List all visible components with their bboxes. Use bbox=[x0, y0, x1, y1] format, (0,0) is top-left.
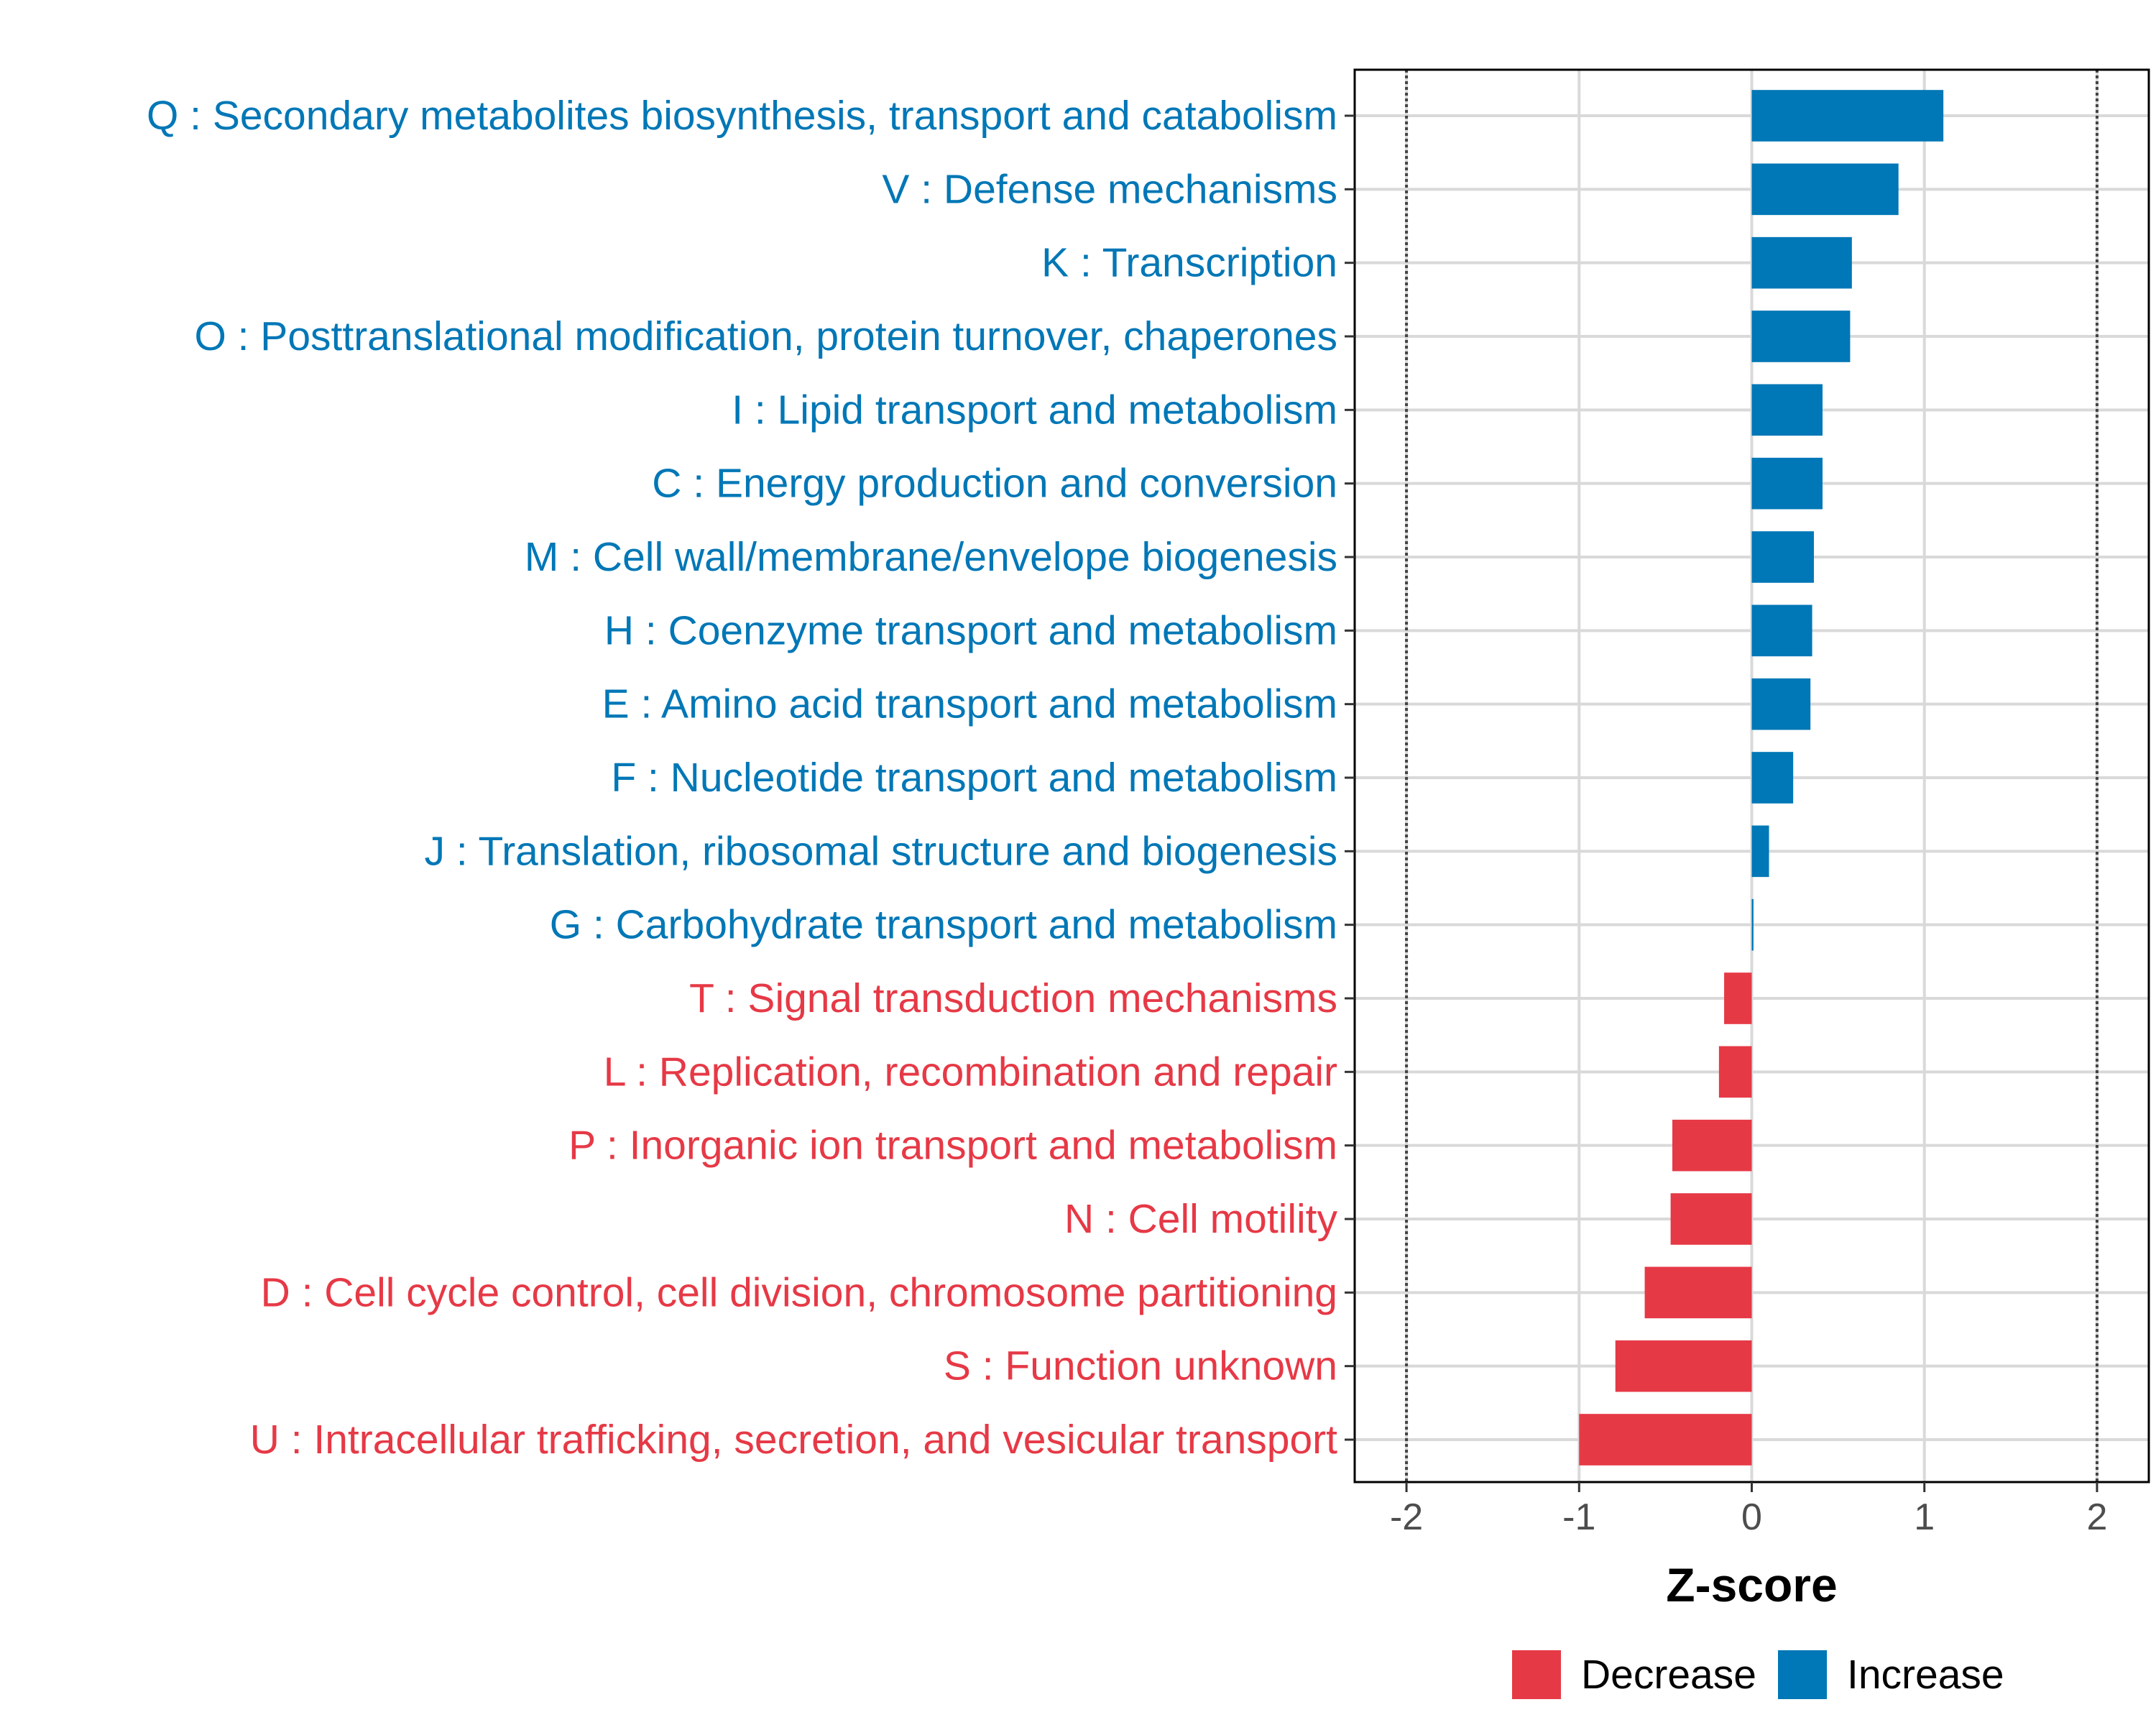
legend-swatch-increase bbox=[1778, 1650, 1827, 1699]
bar bbox=[1751, 310, 1851, 362]
category-label: D : Cell cycle control, cell division, c… bbox=[261, 1269, 1337, 1315]
bar bbox=[1579, 1414, 1752, 1466]
bar bbox=[1670, 1193, 1752, 1245]
legend: Decrease Increase bbox=[1512, 1650, 2004, 1699]
legend-label-increase: Increase bbox=[1847, 1652, 2004, 1698]
x-axis-ticks: -2 -1 0 1 2 bbox=[1390, 1482, 2107, 1538]
category-label: O : Posttranslational modification, prot… bbox=[194, 313, 1337, 359]
x-tick-label: -1 bbox=[1562, 1496, 1595, 1538]
category-label: L : Replication, recombination and repai… bbox=[604, 1049, 1337, 1095]
bar bbox=[1644, 1266, 1752, 1319]
bar bbox=[1751, 163, 1899, 216]
category-label: V : Defense mechanisms bbox=[882, 166, 1337, 212]
category-label: F : Nucleotide transport and metabolism bbox=[611, 755, 1337, 801]
x-tick-label: 1 bbox=[1914, 1496, 1935, 1538]
bar bbox=[1672, 1119, 1752, 1172]
x-axis-title: Z-score bbox=[1666, 1558, 1837, 1611]
bar bbox=[1751, 898, 1754, 951]
bar bbox=[1751, 752, 1794, 804]
bar bbox=[1751, 236, 1852, 289]
category-label: U : Intracellular trafficking, secretion… bbox=[250, 1417, 1337, 1463]
category-labels: Q : Secondary metabolites biosynthesis, … bbox=[147, 93, 1338, 1463]
bar bbox=[1718, 1046, 1752, 1098]
category-label: G : Carbohydrate transport and metabolis… bbox=[550, 902, 1337, 948]
category-label: Q : Secondary metabolites biosynthesis, … bbox=[147, 93, 1337, 139]
category-label: P : Inorganic ion transport and metaboli… bbox=[568, 1123, 1337, 1169]
legend-swatch-decrease bbox=[1512, 1650, 1561, 1699]
category-label: N : Cell motility bbox=[1064, 1196, 1338, 1242]
bar bbox=[1751, 457, 1823, 510]
y-axis-ticks bbox=[1345, 114, 1355, 1441]
category-label: K : Transcription bbox=[1041, 240, 1337, 286]
bar bbox=[1751, 384, 1823, 436]
category-label: H : Coenzyme transport and metabolism bbox=[604, 607, 1337, 653]
bar bbox=[1751, 678, 1811, 730]
category-label: M : Cell wall/membrane/envelope biogenes… bbox=[525, 534, 1337, 580]
bar bbox=[1724, 972, 1752, 1024]
category-label: I : Lipid transport and metabolism bbox=[732, 387, 1337, 433]
x-tick-label: -2 bbox=[1390, 1496, 1423, 1538]
x-tick-label: 0 bbox=[1741, 1496, 1762, 1538]
legend-label-decrease: Decrease bbox=[1581, 1652, 1756, 1698]
category-label: S : Function unknown bbox=[944, 1343, 1337, 1389]
bar bbox=[1751, 531, 1814, 583]
bar bbox=[1751, 90, 1944, 142]
bar bbox=[1615, 1340, 1752, 1392]
category-label: T : Signal transduction mechanisms bbox=[689, 975, 1337, 1021]
category-label: C : Energy production and conversion bbox=[652, 461, 1337, 507]
bar bbox=[1751, 604, 1812, 657]
category-label: J : Translation, ribosomal structure and… bbox=[425, 828, 1337, 874]
x-tick-label: 2 bbox=[2086, 1496, 2107, 1538]
category-label: E : Amino acid transport and metabolism bbox=[602, 681, 1337, 727]
bars bbox=[1579, 90, 1944, 1466]
bar bbox=[1751, 825, 1769, 878]
